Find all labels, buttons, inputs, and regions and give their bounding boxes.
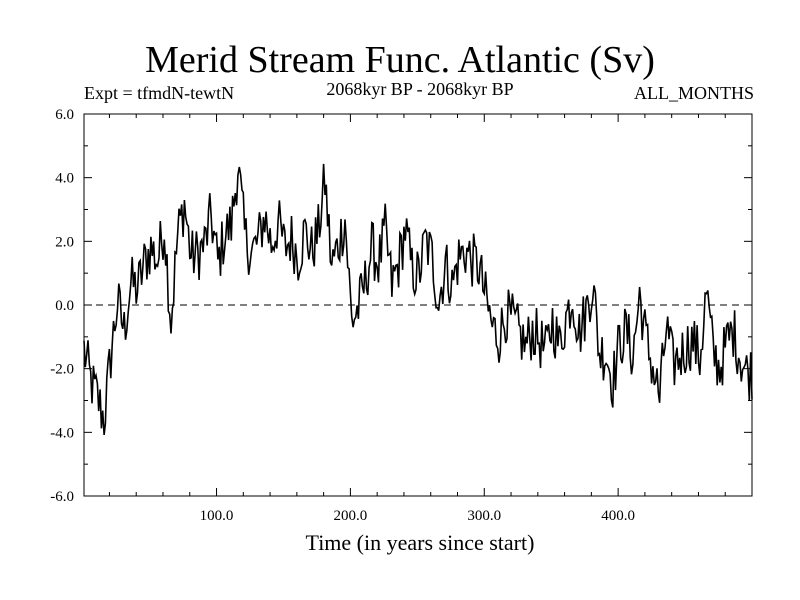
y-tick-label: 0.0: [55, 298, 74, 314]
y-tick-label: 4.0: [55, 171, 74, 187]
x-axis: 100.0 200.0 300.0 400.0: [108, 114, 726, 524]
x-tick-label: 100.0: [200, 508, 234, 524]
time-range-label: 2068kyr BP - 2068kyr BP: [326, 79, 514, 99]
y-tick-label: 2.0: [55, 234, 74, 250]
x-tick-label: 300.0: [467, 508, 501, 524]
y-tick-label: 6.0: [55, 107, 74, 123]
y-tick-label: -4.0: [50, 425, 74, 441]
data-series-line: [83, 163, 753, 435]
y-tick-label: -6.0: [50, 489, 74, 505]
months-label: ALL_MONTHS: [634, 83, 754, 103]
y-axis: -6.0 -4.0 -2.0 0.0 2.0 4.0 6.0: [50, 107, 752, 505]
x-axis-label: Time (in years since start): [305, 530, 535, 555]
x-tick-label: 200.0: [334, 508, 368, 524]
y-tick-label: -2.0: [50, 362, 74, 378]
experiment-label: Expt = tfmdN-tewtN: [84, 83, 235, 103]
x-tick-label: 400.0: [601, 508, 635, 524]
chart-title: Merid Stream Func. Atlantic (Sv): [145, 39, 655, 81]
